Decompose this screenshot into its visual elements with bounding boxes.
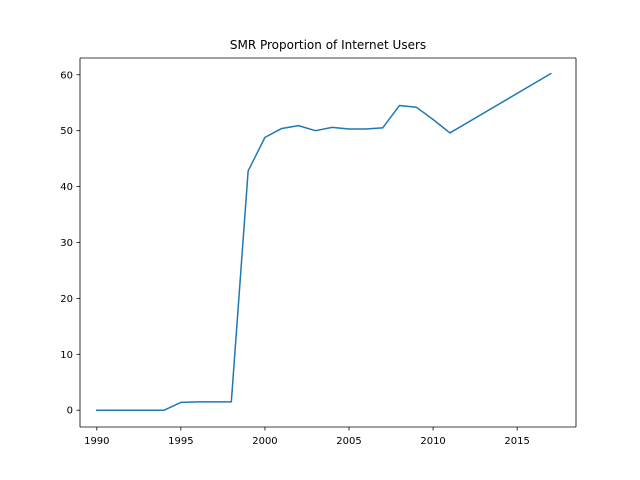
- axes-layer: 1990 1995 2000 2005 2010 2015 0 10 20 30 40 50 60: [60, 57, 577, 447]
- series-layer: [96, 72, 552, 411]
- y-tick-label: 10: [60, 350, 73, 361]
- x-tick-label: 2000: [252, 436, 277, 447]
- y-tick-label: 50: [60, 126, 73, 137]
- y-tick-label: 40: [60, 182, 73, 193]
- y-tick-label: 60: [60, 70, 73, 81]
- y-tick-label: 20: [60, 294, 73, 305]
- y-tick-label: 30: [60, 238, 73, 249]
- chart-title: SMR Proportion of Internet Users: [230, 38, 426, 52]
- x-tick-label: 2015: [504, 436, 529, 447]
- y-tick-label: 0: [67, 406, 73, 417]
- x-tick-label: 2010: [420, 436, 445, 447]
- x-tick-label: 1990: [84, 436, 109, 447]
- series-line-0: [96, 72, 552, 411]
- x-tick-label: 2005: [336, 436, 361, 447]
- x-tick-label: 1995: [168, 436, 193, 447]
